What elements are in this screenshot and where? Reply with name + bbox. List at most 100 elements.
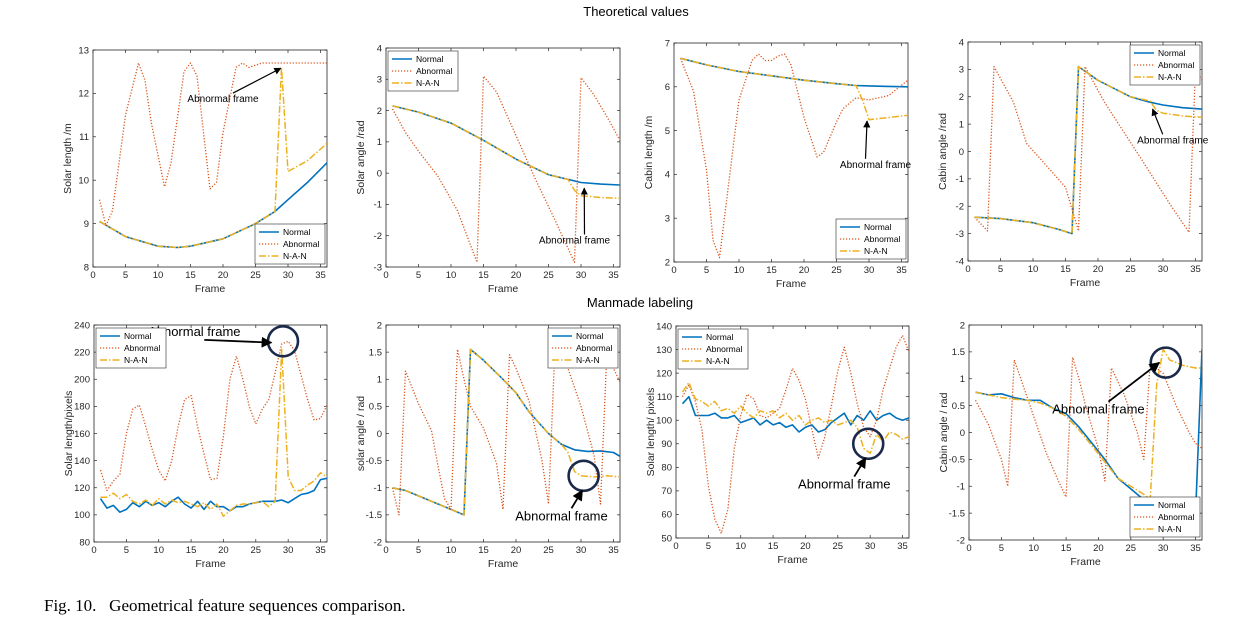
- x-tick-label: 35: [315, 545, 326, 556]
- abnormal-frame-arrow: [204, 336, 273, 348]
- row-title-manmade: Manmade labeling: [586, 295, 694, 310]
- y-tick-label: -4: [956, 256, 964, 267]
- x-tick-label: 10: [1028, 264, 1039, 275]
- legend: Normal Abnormal N-A-N: [547, 327, 619, 369]
- legend-label: Normal: [124, 331, 152, 341]
- series-abnormal-line: [99, 340, 327, 492]
- x-tick-label: 30: [576, 270, 587, 281]
- series-abnormal-line: [681, 334, 909, 534]
- y-tick-label: 5: [665, 126, 670, 137]
- x-tick-label: 30: [865, 541, 876, 552]
- x-tick-label: 25: [543, 545, 554, 556]
- legend-label: Abnormal: [1158, 512, 1194, 522]
- x-tick-label: 10: [734, 265, 745, 276]
- legend-box: [835, 218, 907, 260]
- y-tick-label: 10: [78, 176, 89, 187]
- x-tick-label: 20: [1093, 264, 1104, 275]
- x-tick-label: 30: [1158, 264, 1169, 275]
- x-tick-label: 10: [446, 270, 457, 281]
- x-axis-label: Frame: [777, 554, 807, 566]
- y-tick-label: 4: [959, 37, 964, 48]
- legend-label: Normal: [283, 227, 311, 237]
- x-tick-label: 5: [124, 545, 129, 556]
- x-tick-label: 10: [153, 270, 164, 281]
- x-tick-label: 30: [864, 265, 875, 276]
- y-axis-label: Solar length/pixels: [63, 391, 75, 477]
- y-tick-label: 0: [959, 147, 964, 158]
- x-tick-label: 25: [831, 265, 842, 276]
- y-tick-label: 8: [84, 262, 89, 273]
- y-tick-label: 200: [74, 375, 90, 386]
- y-axis-label: Solar length /m: [62, 123, 74, 194]
- y-tick-label: -3: [956, 229, 964, 240]
- legend-label: Abnormal: [283, 239, 319, 249]
- figure-caption: Fig. 10. Geometrical feature sequences c…: [44, 596, 406, 615]
- x-axis-label: Frame: [1070, 556, 1100, 568]
- x-tick-label: 15: [186, 545, 197, 556]
- abnormal-frame-label: Abnormal frame: [840, 160, 912, 171]
- x-tick-label: 25: [833, 541, 844, 552]
- chart-4: 0 5 10 15 20 25 30 35 -4 -3 -2 -1 0 1 2 3 4 Frame Cabin an…: [937, 37, 1209, 289]
- y-tick-label: -1.5: [366, 510, 382, 521]
- x-tick-label: 15: [1060, 264, 1071, 275]
- x-tick-label: 25: [251, 545, 262, 556]
- y-axis-label: Cabin length /m: [643, 115, 655, 189]
- series-n-a-n-line: [392, 105, 620, 199]
- x-tick-label: 10: [1028, 543, 1039, 554]
- legend-label: N-A-N: [864, 246, 888, 256]
- x-tick-label: 0: [383, 270, 388, 281]
- y-axis-label: Solar angle /rad: [355, 120, 367, 194]
- y-tick-label: 0: [960, 428, 965, 439]
- x-tick-label: 35: [896, 265, 907, 276]
- y-tick-label: 0.5: [369, 402, 382, 413]
- legend: Normal Abnormal N-A-N: [387, 50, 459, 92]
- x-tick-label: 20: [511, 545, 522, 556]
- x-tick-label: 15: [768, 541, 779, 552]
- series-n-a-n-line: [681, 381, 909, 454]
- legend-label: Normal: [706, 332, 734, 342]
- x-axis-label: Frame: [1070, 277, 1100, 289]
- x-tick-label: 15: [766, 265, 777, 276]
- legend-label: N-A-N: [1158, 72, 1182, 82]
- y-tick-label: -2: [374, 231, 382, 242]
- x-axis-label: Frame: [488, 283, 518, 295]
- x-tick-label: 5: [998, 264, 1003, 275]
- x-axis-label: Frame: [488, 558, 518, 570]
- series-abnormal-line: [391, 75, 620, 263]
- x-tick-label: 30: [576, 545, 587, 556]
- x-tick-label: 15: [1061, 543, 1072, 554]
- legend-label: Normal: [416, 54, 444, 64]
- legend: Normal Abnormal N-A-N: [677, 328, 749, 370]
- series-n-a-n-line: [99, 66, 327, 249]
- y-tick-label: 1: [959, 119, 964, 130]
- x-tick-label: 20: [799, 265, 810, 276]
- y-axis-label: Solar length/ pixels: [645, 388, 657, 477]
- x-tick-label: 10: [153, 545, 164, 556]
- y-tick-label: 90: [661, 439, 672, 450]
- y-tick-label: 1: [377, 137, 382, 148]
- chart-2: 0 5 10 15 20 25 30 35 -3 -2 -1 0 1 2 3 4 Frame Solar angl…: [355, 43, 621, 295]
- abnormal-frame-arrow: [863, 120, 871, 159]
- x-tick-label: 15: [478, 270, 489, 281]
- legend-label: Normal: [576, 331, 604, 341]
- y-tick-label: 2: [377, 320, 382, 331]
- y-tick-label: -1: [374, 483, 382, 494]
- y-tick-label: 110: [657, 392, 672, 403]
- series-abnormal-line: [974, 356, 1202, 498]
- y-tick-label: 1.5: [952, 347, 965, 358]
- y-tick-label: 3: [377, 75, 382, 86]
- y-tick-label: 160: [74, 429, 90, 440]
- legend: Normal Abnormal N-A-N: [1129, 44, 1201, 86]
- y-tick-label: 12: [78, 89, 89, 100]
- chart-5: 0 5 10 15 20 25 30 35 80 100 120 140 160 180 200 220 240…: [63, 320, 328, 570]
- x-tick-label: 5: [416, 545, 421, 556]
- x-tick-label: 35: [897, 541, 908, 552]
- abnormal-frame-label: Abnormal frame: [798, 477, 890, 492]
- x-tick-label: 0: [966, 543, 971, 554]
- legend-label: Abnormal: [576, 343, 612, 353]
- x-tick-label: 35: [608, 270, 619, 281]
- x-tick-label: 5: [999, 543, 1004, 554]
- y-tick-label: 80: [79, 537, 90, 548]
- y-tick-label: 2: [959, 92, 964, 103]
- legend-label: N-A-N: [283, 251, 307, 261]
